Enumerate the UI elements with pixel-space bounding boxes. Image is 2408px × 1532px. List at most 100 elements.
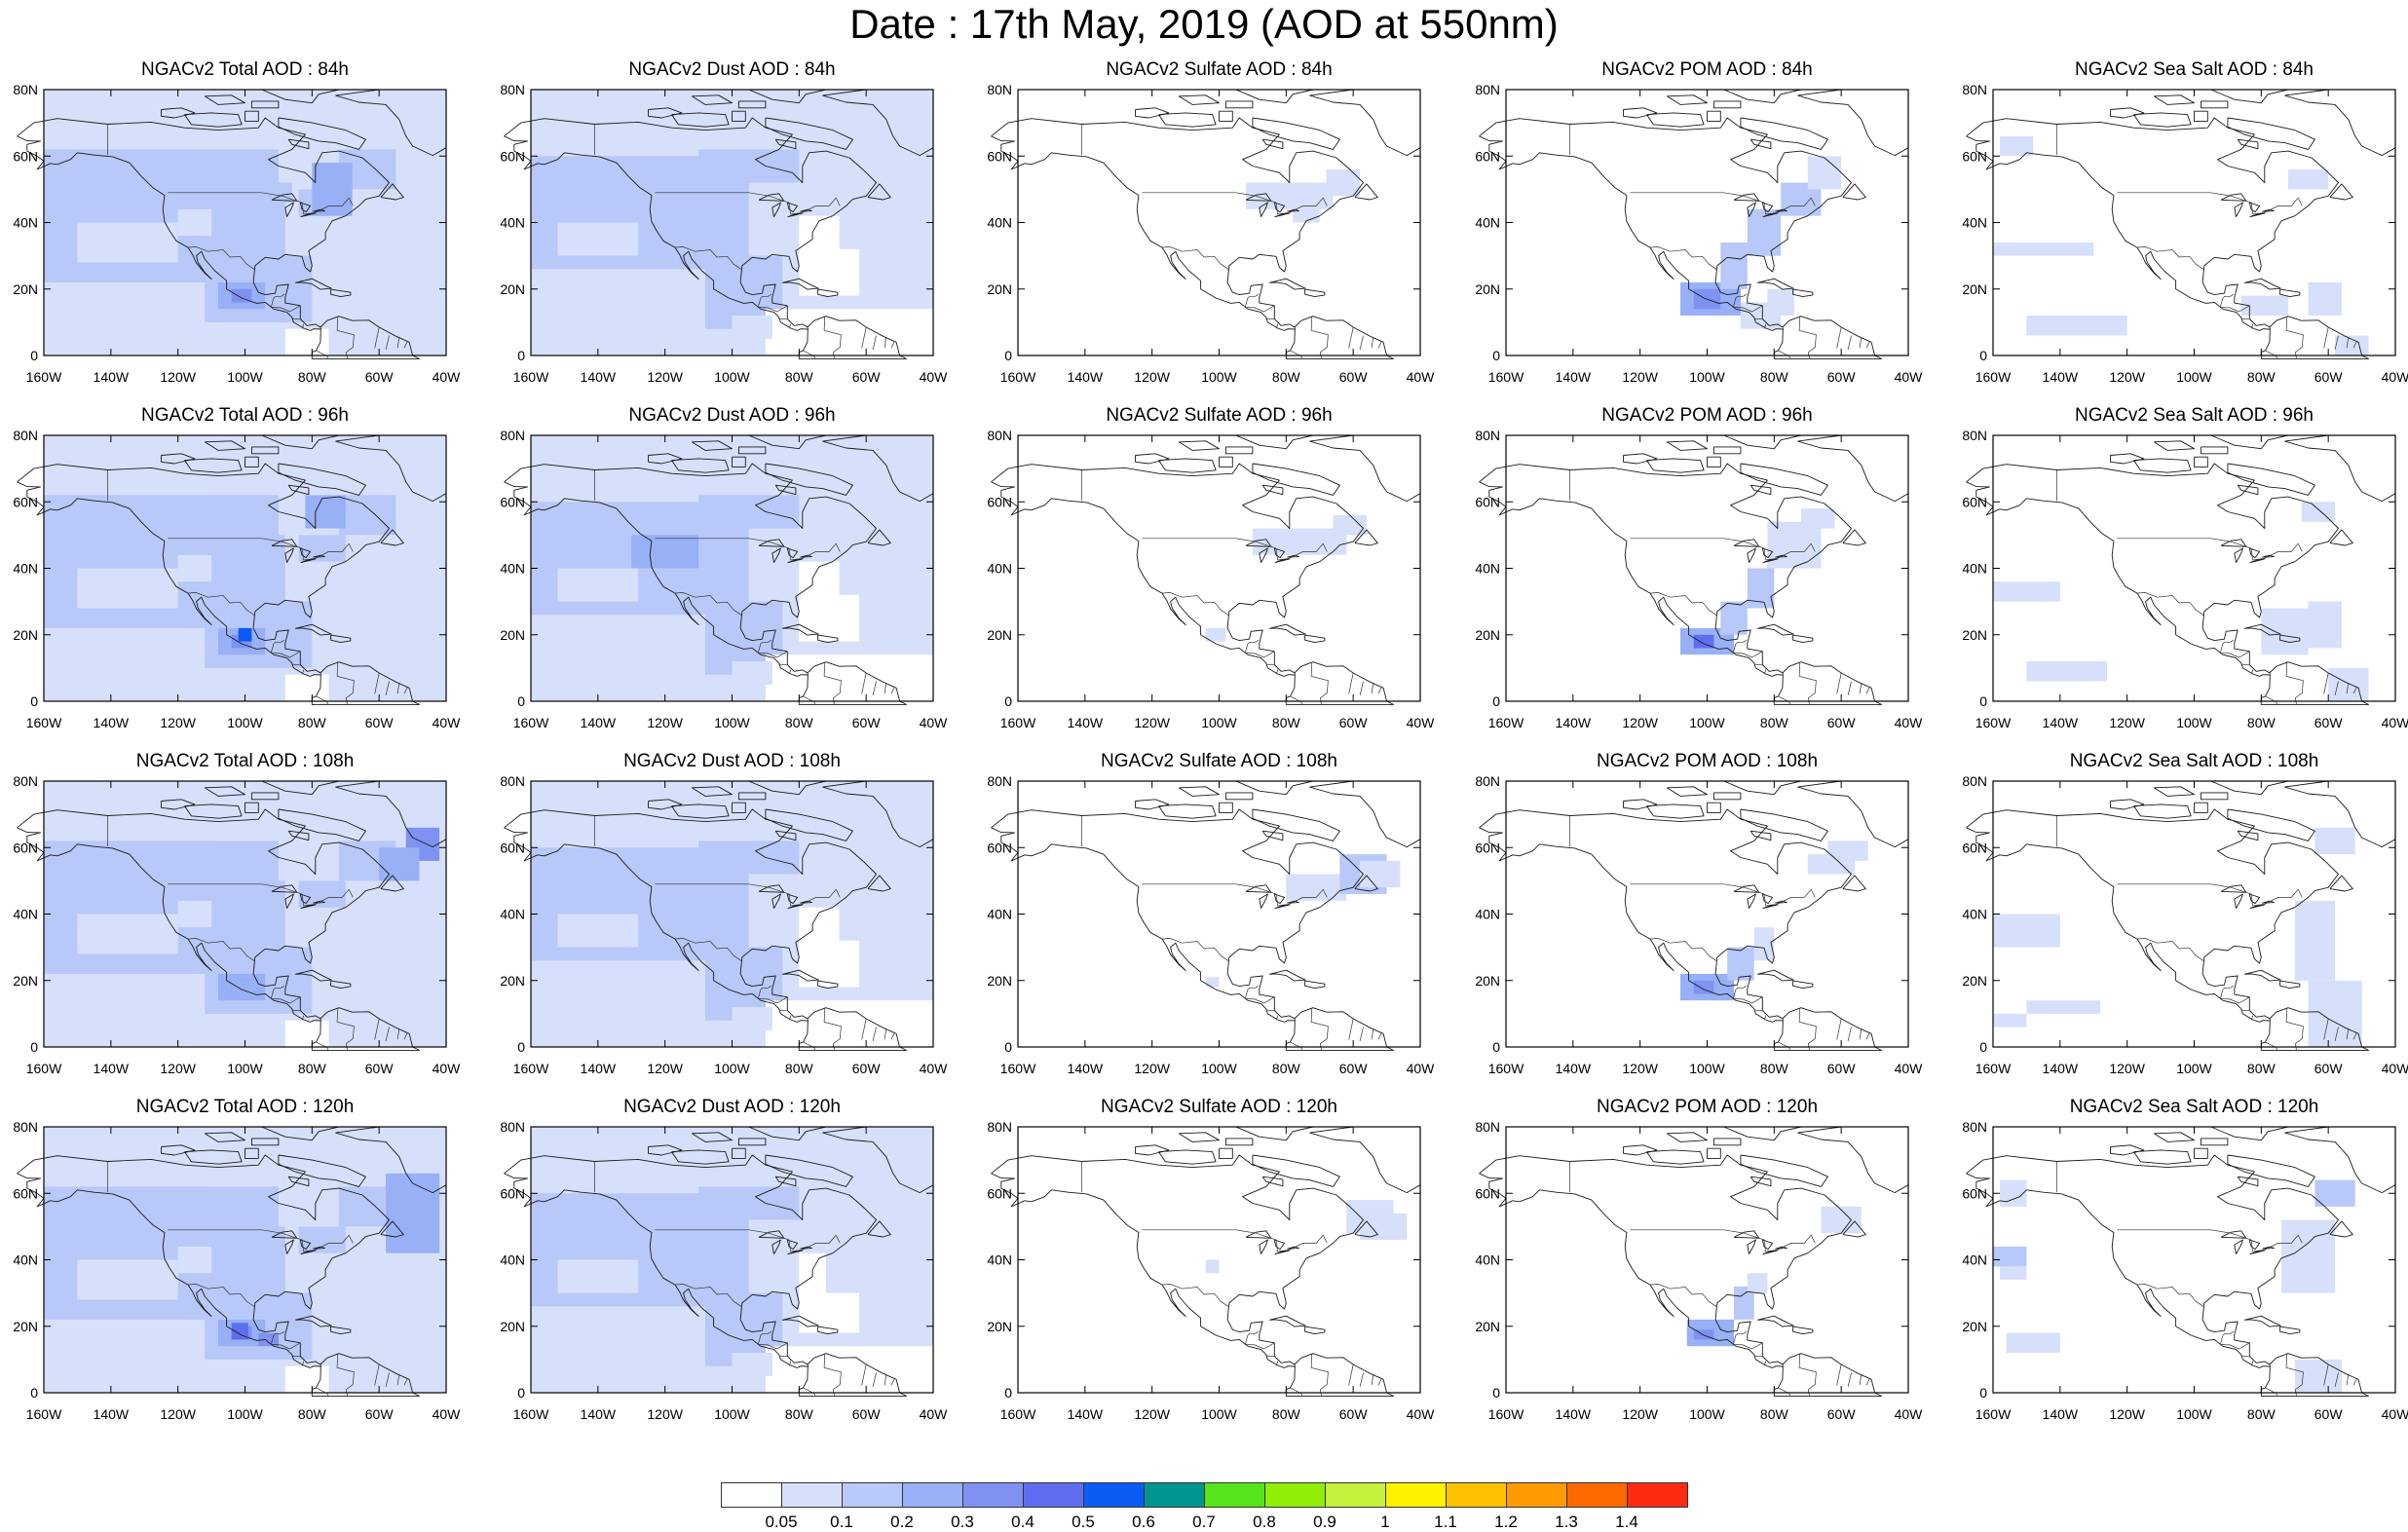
map-frame — [1017, 780, 1421, 1048]
aod-shade — [284, 328, 329, 355]
coastlines — [991, 434, 1421, 705]
aod-shade — [231, 288, 252, 303]
political-border — [1310, 661, 1329, 705]
coastline — [245, 802, 259, 813]
aod-field — [1993, 502, 2369, 701]
colorbar-label: 1 — [1380, 1513, 1390, 1531]
political-border — [789, 1015, 792, 1021]
lat-tick-label: 20N — [1475, 1319, 1500, 1334]
political-border — [292, 318, 300, 320]
lon-tick-label: 160W — [513, 369, 549, 385]
coastline — [271, 193, 298, 202]
lat-tick-label: 80N — [13, 428, 38, 443]
coastline — [1479, 808, 1882, 1051]
aod-shade — [645, 874, 746, 954]
lat-tick-label: 0 — [1004, 1385, 1012, 1401]
lat-tick-label: 40N — [500, 215, 525, 231]
coastline — [1287, 554, 1299, 558]
lat-tick-label: 0 — [30, 693, 38, 709]
coastline — [648, 107, 683, 119]
coastline — [313, 1246, 325, 1250]
lon-tick-label: 100W — [714, 369, 750, 385]
coastline — [2234, 202, 2243, 217]
lat-tick-label: 80N — [1475, 82, 1500, 97]
aod-shade — [765, 1000, 933, 1047]
lat-tick-label: 20N — [1962, 1319, 1987, 1334]
coastline — [1797, 89, 1909, 157]
coastline — [300, 212, 317, 218]
lon-tick-label: 80W — [1272, 1061, 1301, 1076]
lat-tick-label: 40N — [13, 907, 38, 922]
lon-tick-label: 120W — [647, 1406, 683, 1422]
political-border — [2285, 1007, 2304, 1051]
coastline — [330, 634, 352, 644]
coastline — [671, 112, 730, 128]
map-panel: NGACv2 Sulfate AOD : 108h 160W 140W 120W 100… — [987, 750, 1503, 1076]
lon-tick-label: 140W — [94, 1406, 130, 1422]
colorbar-swatch — [721, 1482, 782, 1508]
aod-shade — [1993, 1246, 2027, 1267]
coastline — [774, 484, 797, 496]
political-border — [336, 1353, 355, 1397]
lat-tick-label: 20N — [500, 1319, 525, 1334]
coastline — [691, 440, 733, 451]
coastline — [284, 1239, 294, 1254]
political-border — [1649, 246, 1717, 270]
coastline — [1261, 1176, 1284, 1187]
coastline — [1756, 1315, 1794, 1327]
political-border — [1142, 192, 1328, 215]
lat-tick-label: 40N — [1475, 561, 1500, 577]
aod-shade — [1993, 243, 2094, 256]
colorbar-swatch — [1144, 1482, 1205, 1508]
coastline — [732, 456, 746, 467]
lon-tick-label: 60W — [2314, 1406, 2344, 1422]
lon-tick-label: 160W — [26, 1061, 62, 1076]
coastline — [2243, 278, 2281, 290]
coastline — [380, 1220, 404, 1238]
political-border — [374, 672, 380, 694]
coastline — [732, 802, 746, 813]
political-border — [168, 192, 354, 215]
coastline — [1274, 212, 1291, 218]
lon-tick-label: 140W — [1068, 369, 1104, 385]
colorbar-swatch — [781, 1482, 843, 1508]
borders — [107, 1161, 408, 1397]
coastline — [1135, 1144, 1170, 1156]
political-border — [2220, 651, 2250, 658]
lat-tick-label: 20N — [1475, 281, 1500, 297]
aod-shade — [177, 900, 212, 928]
lon-tick-label: 120W — [2109, 369, 2145, 385]
political-border — [1371, 337, 1374, 349]
lon-tick-label: 100W — [2176, 1061, 2212, 1076]
coastline — [294, 1315, 332, 1327]
coastline — [1274, 558, 1291, 564]
map-panel-title: NGACv2 POM AOD : 96h — [1601, 405, 1813, 426]
political-border — [2241, 1355, 2249, 1358]
coastline — [2249, 904, 2266, 910]
coastline — [1273, 1239, 1286, 1251]
coastline — [2262, 208, 2275, 212]
coastline — [2279, 288, 2301, 298]
lon-tick-label: 80W — [1272, 715, 1301, 730]
aod-shade — [110, 1186, 212, 1244]
lat-tick-label: 80N — [13, 82, 38, 97]
coastline — [1646, 112, 1705, 128]
lat-tick-label: 80N — [1962, 1119, 1987, 1135]
borders — [2056, 469, 2357, 705]
lat-tick-label: 80N — [987, 428, 1012, 443]
colorbar-swatch — [1627, 1482, 1688, 1508]
coastline — [1761, 893, 1774, 905]
coastline — [1756, 623, 1794, 636]
map-frame — [1505, 89, 1909, 356]
coastline — [2194, 456, 2208, 467]
coastline — [2133, 112, 2192, 128]
coastline — [299, 893, 312, 905]
lon-tick-label: 140W — [2043, 1406, 2079, 1422]
coastline — [1287, 208, 1299, 212]
coastline — [1479, 1154, 1882, 1397]
colorbar-label: 1.1 — [1434, 1513, 1457, 1531]
lon-tick-label: 120W — [160, 369, 196, 385]
political-border — [2220, 305, 2250, 313]
political-border — [403, 341, 408, 349]
coastlines — [1966, 780, 2396, 1051]
